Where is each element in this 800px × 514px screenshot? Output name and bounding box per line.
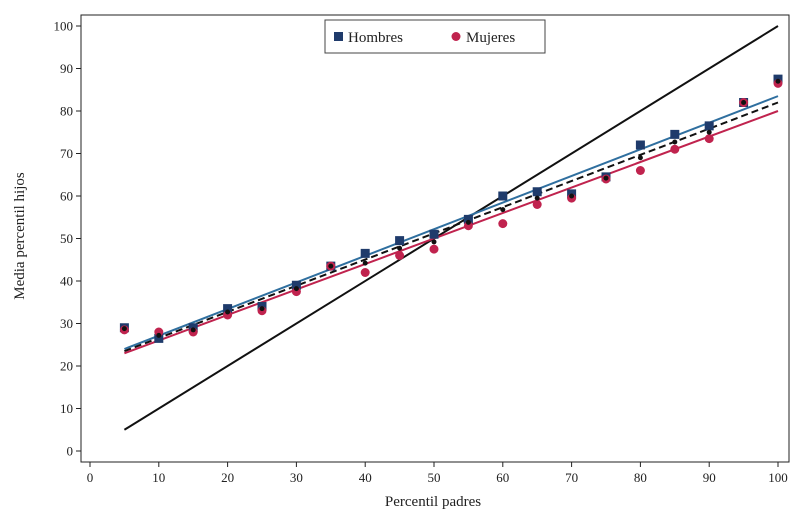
point-hombres: [395, 236, 405, 246]
point-mujeres: [429, 244, 439, 254]
x-tick-label: 0: [87, 470, 94, 485]
point-combined: [259, 306, 265, 312]
y-tick-label: 10: [60, 401, 73, 416]
y-tick-label: 100: [54, 19, 74, 34]
x-tick-label: 60: [496, 470, 509, 485]
point-combined: [156, 332, 162, 338]
x-tick-label: 80: [634, 470, 647, 485]
x-tick-label: 40: [359, 470, 372, 485]
point-combined: [190, 327, 196, 333]
point-combined: [672, 139, 678, 145]
point-hombres: [291, 280, 301, 290]
x-tick-label: 50: [428, 470, 441, 485]
x-tick-label: 30: [290, 470, 303, 485]
fit-line-2: [124, 110, 779, 355]
point-hombres: [429, 229, 439, 239]
point-combined: [637, 155, 643, 161]
point-hombres: [223, 304, 233, 314]
point-combined: [225, 309, 231, 315]
legend: Hombres Mujeres: [324, 19, 546, 54]
y-tick-label: 60: [60, 189, 73, 204]
point-hombres: [463, 214, 473, 224]
x-tick-label: 70: [565, 470, 578, 485]
point-combined: [121, 326, 127, 332]
point-mujeres: [498, 219, 508, 229]
legend-label-mujeres: Mujeres: [466, 30, 515, 46]
point-combined: [362, 260, 368, 266]
point-hombres: [670, 129, 680, 139]
y-tick-label: 90: [60, 61, 73, 76]
fit-line-0: [124, 95, 779, 350]
point-mujeres: [532, 200, 542, 209]
point-combined: [328, 263, 334, 269]
fit-line-1: [124, 101, 779, 353]
point-combined: [741, 100, 747, 105]
y-axis-title: Media percentil hijos: [12, 172, 28, 300]
legend-marker-hombres: [334, 32, 343, 41]
point-mujeres: [360, 268, 370, 277]
axes: 0 10 20 30 40 50 60 70 80 90 100 0 10 20 30 40 50 60 70 80 9…: [54, 14, 790, 485]
point-mujeres: [463, 221, 473, 231]
y-tick-label: 0: [67, 444, 74, 459]
reference-line-45deg: [123, 25, 779, 431]
legend-marker-mujeres: [451, 32, 461, 41]
point-mujeres: [704, 134, 714, 144]
point-hombres: [635, 140, 645, 150]
point-mujeres: [395, 251, 405, 260]
point-combined: [534, 195, 540, 201]
point-mujeres: [154, 327, 164, 337]
y-tick-label: 30: [60, 316, 73, 331]
point-combined: [775, 78, 781, 84]
x-tick-label: 100: [768, 470, 788, 485]
point-combined: [293, 286, 299, 292]
point-hombres: [154, 333, 164, 343]
point-combined: [500, 207, 506, 213]
data-markers: [119, 74, 783, 343]
point-hombres: [704, 121, 714, 131]
y-tick-label: 20: [60, 359, 73, 374]
x-tick-label: 10: [152, 470, 165, 485]
point-hombres: [498, 191, 508, 201]
legend-label-hombres: Hombres: [348, 30, 403, 46]
point-mujeres: [670, 144, 680, 154]
x-axis-title: Percentil padres: [385, 494, 481, 510]
point-combined: [431, 239, 437, 245]
point-combined: [397, 245, 403, 251]
point-combined: [465, 219, 471, 225]
y-tick-label: 80: [60, 104, 73, 119]
y-tick-label: 40: [60, 274, 73, 289]
point-hombres: [532, 187, 542, 197]
point-mujeres: [635, 166, 645, 175]
point-hombres: [360, 248, 370, 258]
x-tick-label: 90: [703, 470, 716, 485]
y-tick-label: 50: [60, 231, 73, 246]
y-tick-label: 70: [60, 146, 73, 161]
point-combined: [706, 129, 712, 135]
point-combined: [603, 175, 609, 181]
x-tick-label: 20: [221, 470, 234, 485]
point-combined: [569, 193, 575, 199]
legend-box: [324, 19, 546, 54]
fit-lines: [123, 25, 779, 431]
